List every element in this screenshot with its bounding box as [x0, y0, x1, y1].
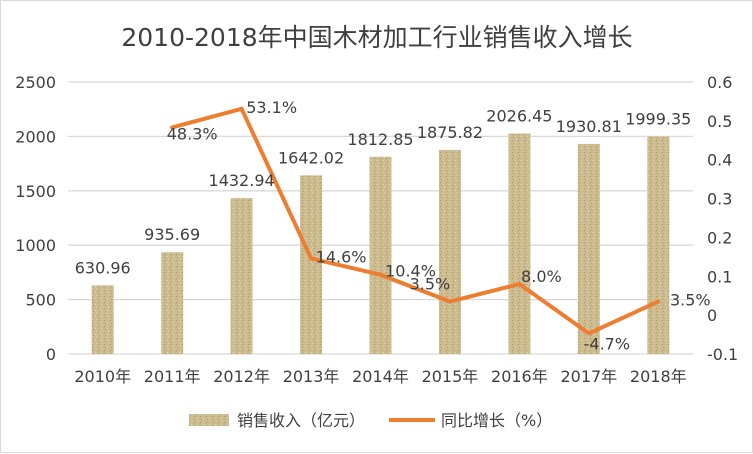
bar-data-label: 630.96 — [75, 258, 131, 277]
x-tick-label: 2018年 — [630, 367, 687, 386]
growth-line — [170, 106, 661, 336]
line-data-label: 10.4% — [385, 262, 436, 281]
bar-data-label: 1875.82 — [417, 123, 483, 142]
left-tick-label: 2500 — [15, 73, 56, 92]
bar-data-label: 1432.94 — [209, 171, 275, 190]
left-tick-label: 2000 — [15, 127, 56, 146]
line-data-label: -4.7% — [584, 334, 630, 353]
bar-data-label: 1642.02 — [278, 148, 344, 167]
bar — [438, 149, 461, 354]
right-tick-label: 0.6 — [707, 73, 732, 92]
x-tick-label: 2011年 — [144, 367, 201, 386]
x-tick-label: 2014年 — [352, 367, 409, 386]
line-data-label: 53.1% — [246, 98, 297, 117]
x-tick-label: 2015年 — [422, 367, 479, 386]
right-tick-label: 0.2 — [707, 228, 732, 247]
left-tick-label: 0 — [46, 345, 56, 364]
left-tick-label: 1000 — [15, 236, 56, 255]
left-tick-label: 500 — [25, 291, 56, 310]
bar — [91, 285, 114, 354]
right-tick-label: 0.3 — [707, 190, 732, 209]
right-tick-label: 0.5 — [707, 112, 732, 131]
legend-bar-swatch — [189, 414, 229, 426]
line-data-label: 48.3% — [167, 124, 218, 143]
bar — [230, 198, 253, 354]
right-tick-label: -0.1 — [707, 345, 738, 364]
right-tick-label: 0.1 — [707, 267, 732, 286]
legend-bar-label: 销售收入（亿元） — [237, 411, 365, 430]
chart-title: 2010-2018年中国木材加工行业销售收入增长 — [121, 23, 632, 52]
right-tick-label: 0 — [707, 306, 717, 325]
x-tick-label: 2013年 — [283, 367, 340, 386]
bar — [161, 252, 184, 354]
legend: 销售收入（亿元） 同比增长（%） — [189, 411, 552, 430]
left-tick-label: 1500 — [15, 182, 56, 201]
bar — [647, 136, 670, 354]
bar-data-label: 1999.35 — [625, 109, 691, 128]
x-tick-label: 2016年 — [491, 367, 548, 386]
line-data-label: 14.6% — [316, 247, 367, 266]
bar — [577, 143, 600, 354]
x-tick-label: 2017年 — [560, 367, 617, 386]
x-tick-label: 2012年 — [213, 367, 270, 386]
right-tick-label: 0.4 — [707, 151, 732, 170]
bar — [508, 133, 531, 354]
bar — [369, 156, 392, 354]
line-data-label: 3.5% — [410, 275, 451, 294]
bar-data-label: 2026.45 — [486, 107, 552, 126]
bar-data-label: 935.69 — [144, 225, 200, 244]
bar-data-label: 1812.85 — [347, 130, 413, 149]
bar-data-label: 1930.81 — [556, 117, 622, 136]
line-data-label: 3.5% — [670, 291, 711, 310]
legend-line-label: 同比增长（%） — [441, 411, 552, 430]
line-data-label: 8.0% — [521, 267, 562, 286]
x-tick-label: 2010年 — [74, 367, 131, 386]
bar — [300, 175, 323, 354]
